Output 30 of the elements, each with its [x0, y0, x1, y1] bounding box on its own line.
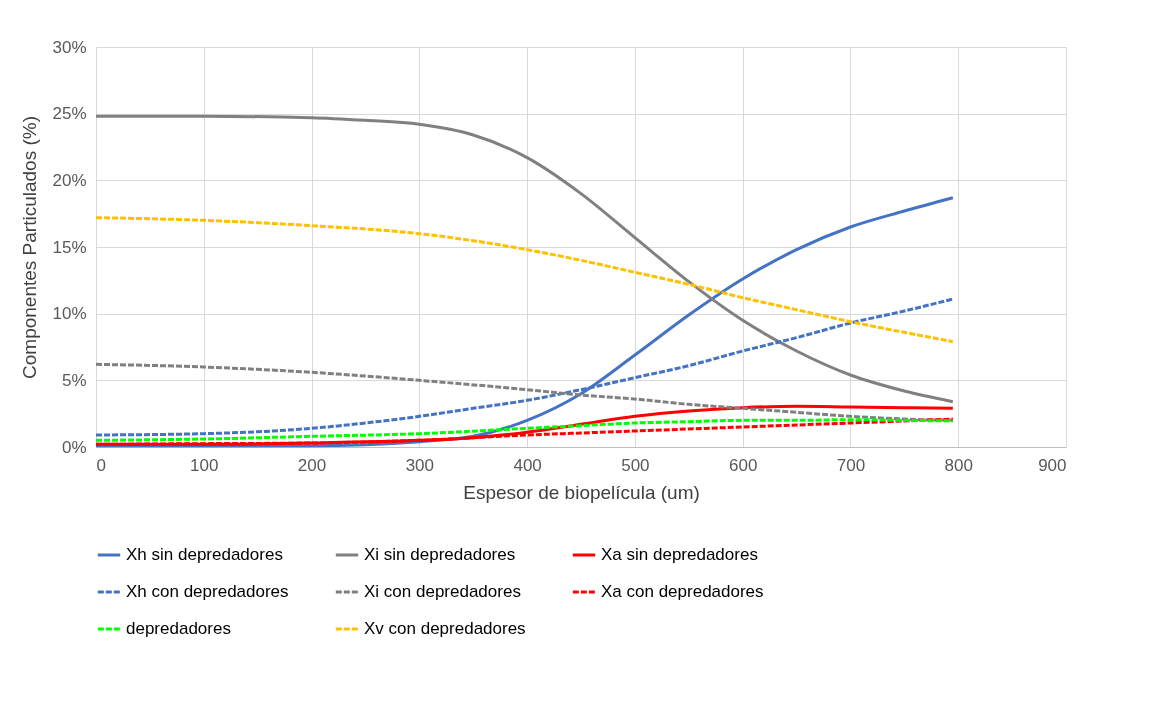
y-tick-label: 5% [61, 370, 87, 390]
x-tick-label: 900 [1038, 455, 1067, 475]
y-axis-title: Componentes Particulados (%) [19, 116, 41, 379]
x-tick-label: 700 [836, 455, 866, 475]
legend-label: Xa con depredadores [601, 582, 764, 601]
legend-label: Xh con depredadores [126, 582, 289, 601]
y-tick-label: 10% [52, 304, 87, 324]
legend-label: Xa sin depredadores [601, 545, 758, 564]
x-tick-label: 300 [405, 455, 435, 475]
x-tick-label: 100 [190, 455, 219, 475]
x-tick-label: 500 [621, 455, 650, 475]
x-tick-label: 600 [728, 455, 758, 475]
line-series [94, 216, 955, 344]
legend-label: Xi sin depredadores [364, 545, 516, 564]
y-tick-label: 20% [52, 170, 87, 190]
line-series [94, 362, 955, 422]
line-series [94, 114, 955, 404]
y-tick-label: 15% [52, 237, 87, 257]
x-tick-label: 200 [297, 455, 327, 475]
x-axis-title: Espesor de biopelícula (um) [463, 481, 700, 503]
y-tick-label: 25% [52, 104, 87, 124]
legend-label: Xh sin depredadores [126, 545, 283, 564]
legend-label: Xi con depredadores [364, 582, 521, 601]
legend-label: depredadores [126, 619, 231, 638]
y-tick-label: 30% [52, 37, 87, 57]
x-tick-label: 800 [944, 455, 973, 475]
y-tick-label: 0% [61, 437, 87, 457]
legend-label: Xv con depredadores [364, 619, 526, 638]
x-tick-label: 400 [513, 455, 542, 475]
x-tick-label: 0 [96, 455, 106, 475]
